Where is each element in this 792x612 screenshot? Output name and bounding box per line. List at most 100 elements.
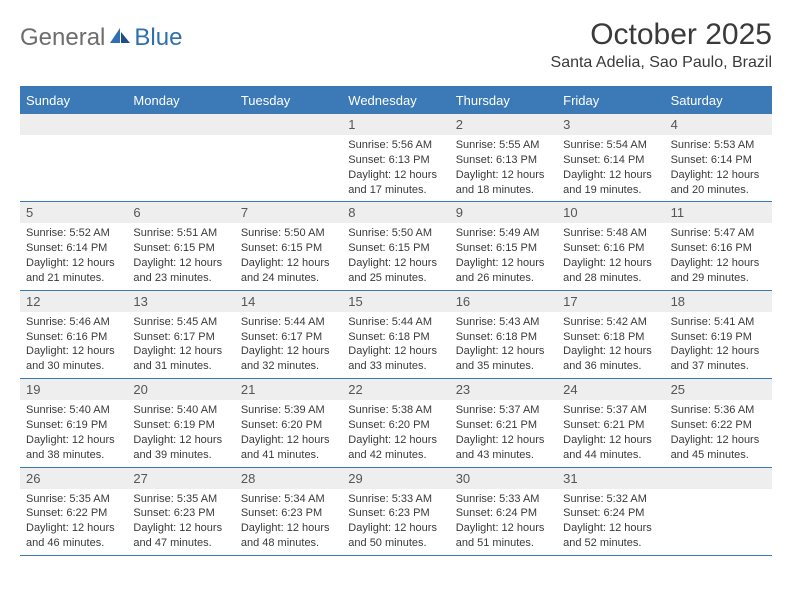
day-line: Sunset: 6:24 PM: [456, 506, 551, 521]
logo-text-general: General: [20, 24, 105, 52]
day-line: Sunset: 6:16 PM: [26, 330, 121, 345]
day-body: Sunrise: 5:40 AMSunset: 6:19 PMDaylight:…: [20, 400, 127, 466]
day-line: Sunset: 6:15 PM: [133, 241, 228, 256]
day-cell: .: [127, 114, 234, 201]
day-line: Daylight: 12 hours: [348, 521, 443, 536]
day-line: Sunrise: 5:35 AM: [133, 492, 228, 507]
day-line: Sunrise: 5:41 AM: [671, 315, 766, 330]
day-body: [235, 135, 342, 142]
day-line: and 44 minutes.: [563, 448, 658, 463]
day-cell: 26Sunrise: 5:35 AMSunset: 6:22 PMDayligh…: [20, 468, 127, 555]
day-cell: 3Sunrise: 5:54 AMSunset: 6:14 PMDaylight…: [557, 114, 664, 201]
day-cell: 15Sunrise: 5:44 AMSunset: 6:18 PMDayligh…: [342, 291, 449, 378]
day-line: and 18 minutes.: [456, 183, 551, 198]
day-line: Sunrise: 5:56 AM: [348, 138, 443, 153]
day-line: Sunrise: 5:32 AM: [563, 492, 658, 507]
day-line: Sunrise: 5:51 AM: [133, 226, 228, 241]
day-line: Daylight: 12 hours: [348, 168, 443, 183]
day-header: Sunday: [20, 88, 127, 114]
day-cell: 6Sunrise: 5:51 AMSunset: 6:15 PMDaylight…: [127, 202, 234, 289]
day-line: Sunset: 6:14 PM: [26, 241, 121, 256]
day-line: and 23 minutes.: [133, 271, 228, 286]
day-line: Sunrise: 5:44 AM: [348, 315, 443, 330]
week-row: 5Sunrise: 5:52 AMSunset: 6:14 PMDaylight…: [20, 202, 772, 290]
day-body: Sunrise: 5:44 AMSunset: 6:18 PMDaylight:…: [342, 312, 449, 378]
day-line: Sunrise: 5:54 AM: [563, 138, 658, 153]
day-body: Sunrise: 5:38 AMSunset: 6:20 PMDaylight:…: [342, 400, 449, 466]
day-cell: 2Sunrise: 5:55 AMSunset: 6:13 PMDaylight…: [450, 114, 557, 201]
day-number: 2: [450, 114, 557, 135]
day-number: 5: [20, 202, 127, 223]
day-line: and 52 minutes.: [563, 536, 658, 551]
day-header: Friday: [557, 88, 664, 114]
day-cell: 31Sunrise: 5:32 AMSunset: 6:24 PMDayligh…: [557, 468, 664, 555]
week-row: ...1Sunrise: 5:56 AMSunset: 6:13 PMDayli…: [20, 114, 772, 202]
day-line: and 50 minutes.: [348, 536, 443, 551]
day-cell: 8Sunrise: 5:50 AMSunset: 6:15 PMDaylight…: [342, 202, 449, 289]
day-line: Sunrise: 5:40 AM: [133, 403, 228, 418]
day-line: Sunset: 6:19 PM: [671, 330, 766, 345]
day-number: .: [20, 114, 127, 135]
day-line: Sunrise: 5:53 AM: [671, 138, 766, 153]
day-number: 23: [450, 379, 557, 400]
day-body: Sunrise: 5:55 AMSunset: 6:13 PMDaylight:…: [450, 135, 557, 201]
day-line: Sunrise: 5:46 AM: [26, 315, 121, 330]
day-number: 30: [450, 468, 557, 489]
day-cell: 5Sunrise: 5:52 AMSunset: 6:14 PMDaylight…: [20, 202, 127, 289]
day-line: Daylight: 12 hours: [26, 344, 121, 359]
day-line: and 37 minutes.: [671, 359, 766, 374]
day-line: Daylight: 12 hours: [456, 168, 551, 183]
day-line: and 30 minutes.: [26, 359, 121, 374]
week-row: 12Sunrise: 5:46 AMSunset: 6:16 PMDayligh…: [20, 291, 772, 379]
day-line: and 48 minutes.: [241, 536, 336, 551]
day-body: [127, 135, 234, 142]
day-line: Daylight: 12 hours: [563, 344, 658, 359]
day-number: 16: [450, 291, 557, 312]
day-cell: 11Sunrise: 5:47 AMSunset: 6:16 PMDayligh…: [665, 202, 772, 289]
day-line: and 33 minutes.: [348, 359, 443, 374]
day-body: Sunrise: 5:50 AMSunset: 6:15 PMDaylight:…: [235, 223, 342, 289]
day-line: Sunrise: 5:43 AM: [456, 315, 551, 330]
day-body: Sunrise: 5:51 AMSunset: 6:15 PMDaylight:…: [127, 223, 234, 289]
day-line: Daylight: 12 hours: [456, 433, 551, 448]
day-body: Sunrise: 5:53 AMSunset: 6:14 PMDaylight:…: [665, 135, 772, 201]
day-line: and 46 minutes.: [26, 536, 121, 551]
day-line: Daylight: 12 hours: [456, 256, 551, 271]
day-line: Sunrise: 5:33 AM: [456, 492, 551, 507]
day-number: 24: [557, 379, 664, 400]
day-line: Sunrise: 5:52 AM: [26, 226, 121, 241]
day-number: 3: [557, 114, 664, 135]
day-number: 13: [127, 291, 234, 312]
day-cell: 10Sunrise: 5:48 AMSunset: 6:16 PMDayligh…: [557, 202, 664, 289]
day-line: Sunset: 6:23 PM: [348, 506, 443, 521]
day-line: Daylight: 12 hours: [456, 521, 551, 536]
day-body: Sunrise: 5:56 AMSunset: 6:13 PMDaylight:…: [342, 135, 449, 201]
day-body: Sunrise: 5:36 AMSunset: 6:22 PMDaylight:…: [665, 400, 772, 466]
day-number: 10: [557, 202, 664, 223]
day-cell: 24Sunrise: 5:37 AMSunset: 6:21 PMDayligh…: [557, 379, 664, 466]
day-body: Sunrise: 5:32 AMSunset: 6:24 PMDaylight:…: [557, 489, 664, 555]
day-number: 7: [235, 202, 342, 223]
day-body: [665, 489, 772, 496]
day-line: and 45 minutes.: [671, 448, 766, 463]
day-body: Sunrise: 5:39 AMSunset: 6:20 PMDaylight:…: [235, 400, 342, 466]
day-line: and 28 minutes.: [563, 271, 658, 286]
day-line: Sunset: 6:19 PM: [133, 418, 228, 433]
day-line: and 26 minutes.: [456, 271, 551, 286]
week-row: 19Sunrise: 5:40 AMSunset: 6:19 PMDayligh…: [20, 379, 772, 467]
day-line: Daylight: 12 hours: [133, 256, 228, 271]
day-header: Wednesday: [342, 88, 449, 114]
day-number: 28: [235, 468, 342, 489]
day-line: Daylight: 12 hours: [563, 168, 658, 183]
day-line: Sunset: 6:23 PM: [241, 506, 336, 521]
day-line: Daylight: 12 hours: [671, 256, 766, 271]
day-cell: 9Sunrise: 5:49 AMSunset: 6:15 PMDaylight…: [450, 202, 557, 289]
day-line: Daylight: 12 hours: [348, 256, 443, 271]
day-line: and 24 minutes.: [241, 271, 336, 286]
day-number: 14: [235, 291, 342, 312]
day-line: Sunset: 6:16 PM: [563, 241, 658, 256]
day-body: Sunrise: 5:52 AMSunset: 6:14 PMDaylight:…: [20, 223, 127, 289]
day-number: 11: [665, 202, 772, 223]
day-line: and 43 minutes.: [456, 448, 551, 463]
day-body: Sunrise: 5:37 AMSunset: 6:21 PMDaylight:…: [557, 400, 664, 466]
